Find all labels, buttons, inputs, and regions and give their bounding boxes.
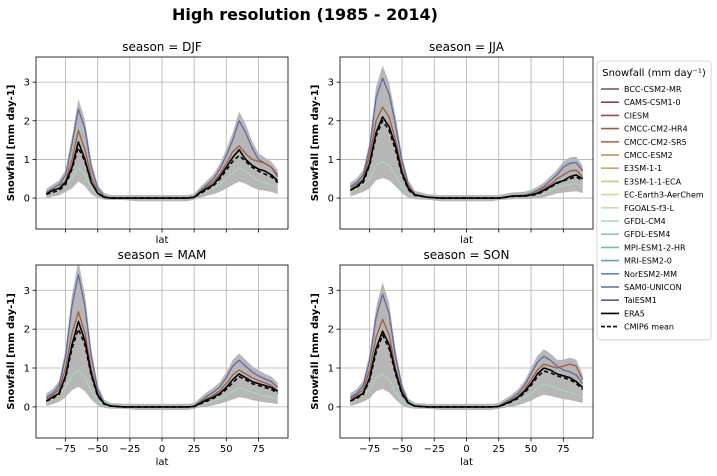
legend-entry-label: E3SM-1-1-ECA <box>624 177 682 186</box>
y-axis-label: Snowfall [mm day-1] <box>6 85 17 202</box>
legend-title: Snowfall (mm day⁻¹) <box>602 68 706 79</box>
y-tick-label: 3 <box>24 78 30 89</box>
x-axis-label: lat <box>156 457 169 468</box>
y-tick-label: 0 <box>24 194 30 205</box>
panel-title: season = JJA <box>429 40 505 54</box>
legend-entry-label: CMIP6 mean <box>624 323 674 332</box>
panel-1: season = JJA 0 1 2 3 lat Snowfall [mm day-1] <box>310 40 594 246</box>
x-tick-label: −50 <box>391 444 412 455</box>
series-line-cmip6-mean <box>349 334 584 408</box>
legend-entry-label: CAMS-CSM1-0 <box>624 98 681 107</box>
legend-entry-label: ERA5 <box>624 309 645 318</box>
series-line-cmip6-mean <box>46 147 279 199</box>
x-tick-label: −25 <box>424 444 445 455</box>
legend-entry-label: EC-Earth3-AerChem <box>624 191 704 200</box>
y-tick-label: 2 <box>328 116 334 127</box>
series-line-cmip6-mean <box>45 328 279 408</box>
model-spread-band <box>350 282 583 410</box>
panel-title: season = SON <box>424 248 510 262</box>
x-tick-label: 75 <box>252 444 265 455</box>
legend-entry-label: CMCC-ESM2 <box>624 151 673 160</box>
plot-area <box>349 282 584 410</box>
legend-entry-label: NorESM2-MM <box>624 270 677 279</box>
y-tick-label: 2 <box>24 116 30 127</box>
panel-title: season = DJF <box>122 40 202 54</box>
legend-box <box>596 60 712 341</box>
y-tick-label: 2 <box>24 325 30 336</box>
x-axis-label: lat <box>460 457 473 468</box>
panel-title: season = MAM <box>118 248 207 262</box>
x-tick-label: 50 <box>525 444 538 455</box>
legend-entry-label: MPI-ESM1-2-HR <box>624 243 686 252</box>
legend-entry-label: SAM0-UNICON <box>624 283 682 292</box>
series-line-era5 <box>349 330 584 408</box>
panel-3: season = SON −75 −50 −25 0 25 50 75 0 1 2 3 lat Snowf… <box>310 248 594 468</box>
legend-entry-label: TaiESM1 <box>623 296 657 305</box>
y-tick-label: 3 <box>24 286 30 297</box>
plot-area <box>45 265 279 410</box>
y-tick-label: 1 <box>24 155 30 166</box>
x-tick-label: 25 <box>492 444 505 455</box>
legend-entry-label: CMCC-CM2-HR4 <box>624 125 688 134</box>
y-tick-label: 1 <box>328 155 334 166</box>
panel-0: season = DJF 0 1 2 3 lat Snowfall [mm day-1] <box>6 40 289 246</box>
model-spread-band <box>46 265 278 410</box>
y-axis-label: Snowfall [mm day-1] <box>310 85 321 202</box>
x-tick-label: 50 <box>220 444 233 455</box>
legend-entry-label: GFDL-ESM4 <box>624 230 670 239</box>
x-tick-label: 75 <box>557 444 570 455</box>
legend-entry-label: CMCC-CM2-SR5 <box>624 138 687 147</box>
plot-area <box>349 65 584 202</box>
y-axis-label: Snowfall [mm day-1] <box>6 293 17 410</box>
y-tick-label: 2 <box>328 325 334 336</box>
legend-entry-label: GFDL-CM4 <box>624 217 666 226</box>
panel-2: season = MAM −75 −50 −25 0 25 50 75 0 1 2 3 lat Snowf… <box>6 248 289 468</box>
legend-entry-label: CIESM <box>624 111 649 120</box>
legend-entry-label: E3SM-1-1 <box>624 164 662 173</box>
y-tick-label: 0 <box>328 194 334 205</box>
legend-entry-label: FGOALS-f3-L <box>624 204 675 213</box>
x-tick-label: −50 <box>87 444 108 455</box>
x-axis-label: lat <box>156 235 169 246</box>
plot-area <box>45 99 279 202</box>
legend-entry-label: BCC-CSM2-MR <box>624 85 682 94</box>
x-axis-label: lat <box>460 235 473 246</box>
x-tick-label: 25 <box>188 444 201 455</box>
x-tick-label: −25 <box>119 444 140 455</box>
y-tick-label: 1 <box>24 364 30 375</box>
x-tick-label: 0 <box>159 444 165 455</box>
y-axis-label: Snowfall [mm day-1] <box>310 293 321 410</box>
y-tick-label: 0 <box>24 402 30 413</box>
y-tick-label: 3 <box>328 78 334 89</box>
legend-entry-label: MRI-ESM2-0 <box>624 257 672 266</box>
y-tick-label: 0 <box>328 402 334 413</box>
y-tick-label: 1 <box>328 364 334 375</box>
y-tick-label: 3 <box>328 286 334 297</box>
x-tick-label: −75 <box>55 444 76 455</box>
x-tick-label: −75 <box>359 444 380 455</box>
x-tick-label: 0 <box>463 444 469 455</box>
legend: Snowfall (mm day⁻¹) BCC-CSM2-MR CAMS-CSM1-… <box>596 60 712 341</box>
figure-title: High resolution (1985 - 2014) <box>172 5 438 24</box>
series-line-cmip6-mean <box>349 120 584 199</box>
